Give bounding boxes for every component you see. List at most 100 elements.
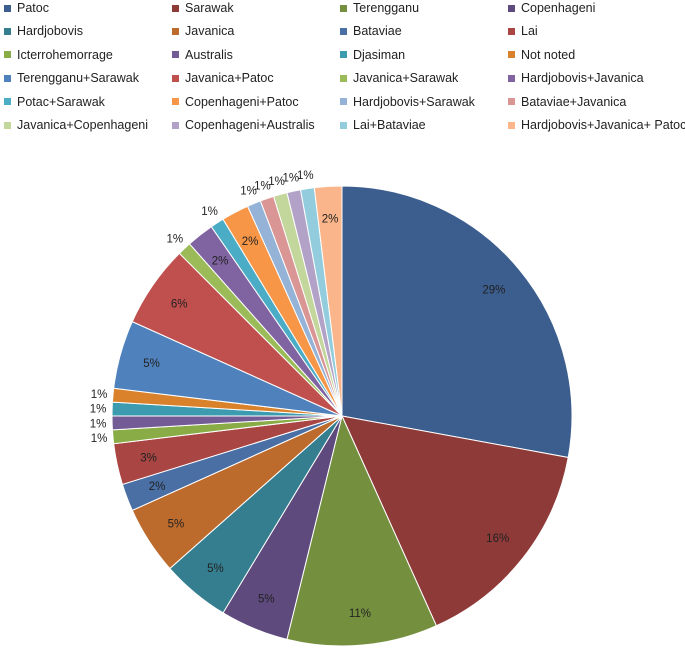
legend-label: Hardjobovis+Javanica+ Patoc	[521, 118, 685, 132]
legend-swatch	[4, 4, 11, 12]
slice-value-label: 1%	[90, 418, 107, 430]
legend-swatch	[340, 98, 347, 106]
legend-label: Javanica	[185, 24, 235, 39]
legend-item: Terengganu+Sarawak	[4, 68, 139, 88]
legend-label: Not noted	[521, 47, 576, 62]
slice-value-label: 1%	[240, 186, 257, 198]
slice-value-label: 1%	[90, 404, 107, 416]
slice-value-label: 5%	[143, 358, 160, 370]
legend-swatch	[4, 27, 11, 35]
legend-swatch	[172, 121, 179, 129]
slice-value-label: 5%	[168, 518, 185, 530]
legend-label: Bataviae	[353, 24, 402, 39]
legend-item: Patoc	[4, 0, 49, 18]
legend-label: Terengganu+Sarawak	[17, 71, 139, 86]
pie-slice	[313, 185, 343, 417]
legend-label: Sarawak	[185, 1, 234, 15]
legend-item: Lai+Bataviae	[340, 115, 426, 135]
slice-value-label: 3%	[140, 453, 157, 465]
slice-value-label: 1%	[254, 180, 271, 192]
slice-value-label: 2%	[242, 236, 259, 248]
legend-label: Australis	[185, 47, 233, 62]
legend-swatch	[508, 74, 515, 82]
legend-swatch	[4, 98, 11, 106]
legend-item: Bataviae	[340, 21, 402, 41]
legend-item: Javanica+Patoc	[172, 68, 274, 88]
legend-label: Copenhageni+Patoc	[185, 94, 299, 109]
legend-swatch	[4, 74, 11, 82]
legend-item: Copenhageni	[508, 0, 595, 18]
legend-label: Hardjobovis+Javanica	[521, 71, 644, 86]
slice-value-label: 1%	[91, 433, 108, 445]
legend-label: Patoc	[17, 1, 49, 15]
slice-value-label: 1%	[268, 176, 285, 188]
slice-value-label: 1%	[282, 172, 299, 184]
pie-slice	[341, 185, 573, 459]
legend-item: Djasiman	[340, 45, 405, 65]
legend-item: Copenhageni+Australis	[172, 115, 315, 135]
legend-label: Lai+Bataviae	[353, 118, 426, 132]
slice-value-label: 1%	[91, 389, 108, 401]
legend-swatch	[340, 4, 347, 12]
legend-swatch	[340, 121, 347, 129]
legend-label: Hardjobovis+Sarawak	[353, 94, 475, 109]
legend-swatch	[508, 51, 515, 59]
slice-value-label: 2%	[149, 481, 166, 493]
slice-value-label: 16%	[486, 533, 509, 545]
legend-item: Javanica+Sarawak	[340, 68, 458, 88]
legend-swatch	[340, 51, 347, 59]
legend-item: Hardjobovis	[4, 21, 83, 41]
legend-label: Potac+Sarawak	[17, 94, 105, 109]
legend-swatch	[172, 74, 179, 82]
slice-value-label: 5%	[258, 594, 275, 606]
legend-item: Javanica	[172, 21, 234, 41]
legend-item: Terengganu	[340, 0, 419, 18]
slice-value-label: 1%	[166, 233, 183, 245]
legend-label: Javanica+Copenhageni	[17, 118, 149, 132]
legend-item: Bataviae+Javanica	[508, 92, 626, 112]
slice-value-label: 1%	[201, 206, 218, 218]
legend-label: Bataviae+Javanica	[521, 94, 627, 109]
legend-item: Icterrohemorrage	[4, 45, 113, 65]
legend-swatch	[508, 121, 515, 129]
legend-swatch	[4, 51, 11, 59]
legend-item: Hardjobovis+Sarawak	[340, 92, 475, 112]
slice-value-label: 29%	[482, 284, 505, 296]
legend-item: Hardjobovis+Javanica+ Patoc	[508, 115, 685, 135]
legend-item: Potac+Sarawak	[4, 92, 105, 112]
pie-slice	[341, 415, 569, 627]
legend-swatch	[508, 98, 515, 106]
slice-value-label: 5%	[207, 563, 224, 575]
pie-slice	[286, 414, 438, 647]
legend-swatch	[172, 98, 179, 106]
legend-label: Terengganu	[353, 1, 420, 15]
legend-label: Copenhageni	[521, 1, 596, 15]
legend-swatch	[508, 27, 515, 35]
legend-item: Hardjobovis+Javanica	[508, 68, 644, 88]
slice-value-label: 6%	[171, 299, 188, 311]
legend-item: Copenhageni+Patoc	[172, 92, 299, 112]
legend-swatch	[340, 27, 347, 35]
slice-value-label: 2%	[322, 214, 339, 226]
legend-item: Sarawak	[172, 0, 234, 18]
legend-label: Javanica+Sarawak	[353, 71, 459, 86]
legend-swatch	[340, 74, 347, 82]
legend-label: Icterrohemorrage	[17, 47, 113, 62]
slice-value-label: 2%	[212, 255, 229, 267]
legend-swatch	[172, 27, 179, 35]
chart-legend: Patoc Sarawak Terengganu Copenhageni Hardjob…	[0, 0, 685, 140]
legend-swatch	[172, 51, 179, 59]
legend-label: Djasiman	[353, 47, 406, 62]
legend-label: Javanica+Patoc	[185, 71, 274, 86]
legend-swatch	[172, 4, 179, 12]
legend-swatch	[4, 121, 11, 129]
legend-item: Lai	[508, 21, 538, 41]
legend-label: Hardjobovis	[17, 24, 84, 39]
legend-item: Australis	[172, 45, 233, 65]
legend-swatch	[508, 4, 515, 12]
legend-item: Javanica+Copenhageni	[4, 115, 148, 135]
legend-item: Not noted	[508, 45, 575, 65]
legend-label: Lai	[521, 24, 538, 39]
slice-value-label: 11%	[349, 608, 371, 620]
legend-label: Copenhageni+Australis	[185, 118, 315, 132]
